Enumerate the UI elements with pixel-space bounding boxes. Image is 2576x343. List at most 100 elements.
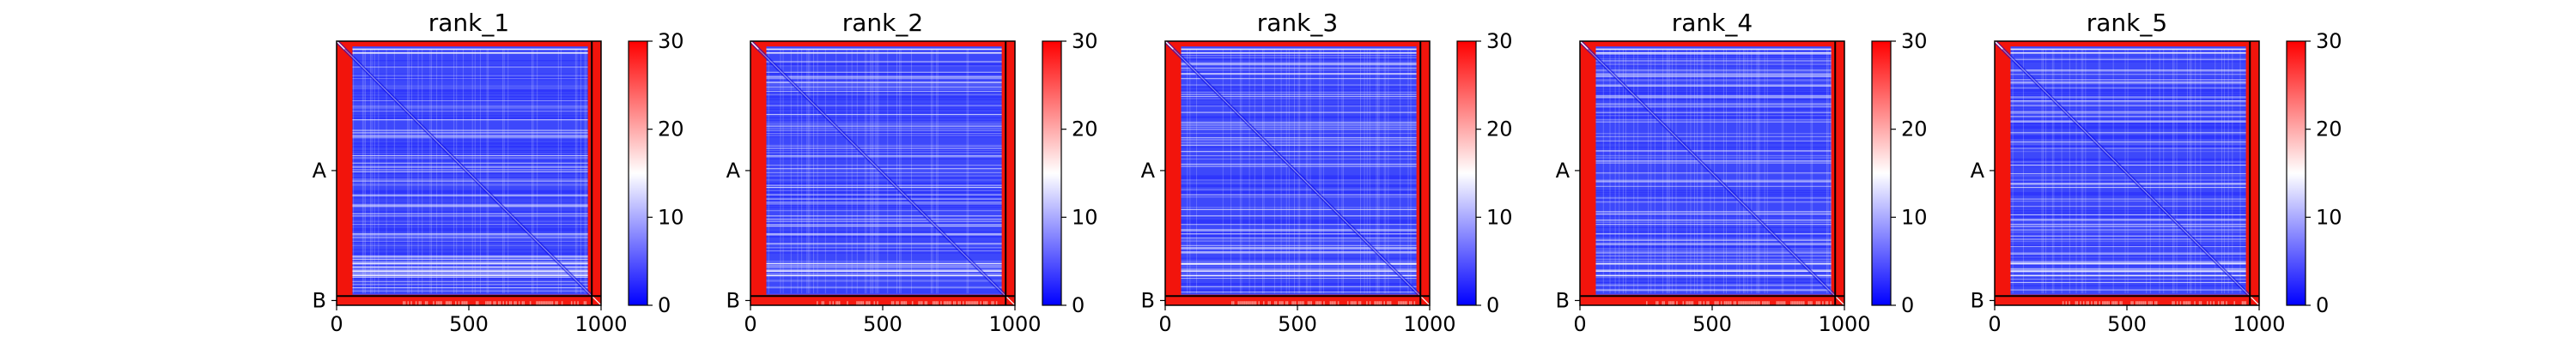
chain-b-speckle <box>1811 301 1813 305</box>
texture-col <box>1307 49 1309 294</box>
texture-row <box>766 207 1002 208</box>
chain-b-speckle <box>1408 301 1411 305</box>
texture-row <box>2010 99 2246 100</box>
chain-b-speckle <box>2138 301 2141 305</box>
chain-b-speckle <box>418 301 421 305</box>
texture-row <box>1595 252 1832 254</box>
texture-row <box>352 202 588 204</box>
texture-col <box>806 49 808 294</box>
texture-col <box>2012 49 2014 294</box>
texture-row <box>1595 226 1832 228</box>
texture-row <box>1595 64 1832 66</box>
texture-row <box>2010 135 2246 136</box>
chain-b-speckle <box>1279 301 1281 305</box>
colorbar-tick-label: 20 <box>658 117 684 141</box>
texture-row <box>1181 163 1417 165</box>
chain-b-speckle <box>2132 301 2134 305</box>
chain-b-speckle <box>1783 301 1786 305</box>
texture-row <box>1595 135 1832 137</box>
chain-b-speckle <box>1801 301 1803 305</box>
chain-b-speckle <box>1293 301 1295 305</box>
chain-b-speckle <box>1750 301 1753 305</box>
chain-b-speckle <box>905 301 908 305</box>
texture-row <box>766 63 1002 64</box>
chain-b-speckle <box>1723 301 1726 305</box>
chain-b-speckle <box>1746 301 1748 305</box>
texture-row <box>766 226 1002 227</box>
texture-col <box>488 49 489 294</box>
chain-b-speckle <box>1729 301 1732 305</box>
x-tick-label: 1000 <box>1818 312 1870 336</box>
texture-col <box>2227 49 2229 294</box>
chain-b-speckle <box>1790 301 1792 305</box>
texture-row <box>1181 66 1417 68</box>
texture-row <box>352 228 588 230</box>
chain-b-speckle <box>2093 301 2096 305</box>
texture-row <box>2010 128 2246 129</box>
texture-col <box>574 49 576 294</box>
texture-row <box>352 60 588 62</box>
chain-b-speckle <box>1333 301 1334 305</box>
texture-row <box>1595 201 1832 202</box>
texture-row <box>1595 111 1832 113</box>
texture-row <box>352 280 588 282</box>
chain-b-speckle <box>1323 301 1325 305</box>
texture-row <box>1181 178 1417 180</box>
chain-b-speckle <box>1656 301 1659 305</box>
chain-b-speckle <box>2245 301 2246 305</box>
chain-b-speckle <box>1303 301 1304 305</box>
texture-row <box>766 194 1002 196</box>
chain-b-speckle <box>1387 301 1388 305</box>
chain-b-speckle <box>1781 301 1783 305</box>
chain-b-diagonal <box>591 295 601 305</box>
chain-b-speckle <box>529 301 532 305</box>
chain-b-speckle <box>867 301 869 305</box>
texture-row <box>352 119 588 121</box>
chain-b-speckle <box>1355 301 1357 305</box>
texture-col <box>363 49 365 294</box>
chain-b-speckle <box>1673 301 1675 305</box>
chain-b-speckle <box>518 301 520 305</box>
chain-b-speckle <box>447 301 449 305</box>
texture-row <box>1595 211 1832 213</box>
texture-row <box>1181 233 1417 235</box>
texture-row <box>2010 145 2246 147</box>
texture-row <box>766 235 1002 237</box>
texture-row <box>352 236 588 238</box>
texture-row <box>766 133 1002 135</box>
chain-b-speckle <box>415 301 417 305</box>
texture-row <box>1181 78 1417 80</box>
chain-b-speckle <box>945 301 947 305</box>
texture-row <box>2010 238 2246 240</box>
texture-row <box>2010 159 2246 161</box>
texture-col <box>453 49 455 294</box>
chain-b-speckle <box>943 301 945 305</box>
texture-row <box>352 87 588 89</box>
colorbar-tick-label: 0 <box>1901 293 1914 317</box>
chain-b-speckle <box>1686 301 1687 305</box>
texture-row <box>2010 268 2246 269</box>
texture-row <box>766 106 1002 108</box>
chain-b-speckle <box>1795 301 1797 305</box>
texture-col <box>1378 49 1380 294</box>
texture-row <box>766 271 1002 273</box>
texture-col <box>560 49 562 294</box>
texture-col <box>2022 49 2024 294</box>
texture-row <box>766 199 1002 201</box>
chain-b-speckle <box>932 301 934 305</box>
texture-row <box>352 266 588 268</box>
x-tick-label: 0 <box>1573 312 1586 336</box>
chain-b-speckle <box>2062 301 2064 305</box>
texture-row <box>1181 74 1417 75</box>
chain-b-speckle <box>847 301 848 305</box>
texture-row <box>766 262 1002 265</box>
texture-row <box>766 131 1002 134</box>
texture-row <box>2010 105 2246 107</box>
texture-row <box>2010 252 2246 254</box>
texture-row <box>2010 90 2246 93</box>
texture-row <box>766 179 1002 181</box>
texture-col <box>503 49 505 294</box>
texture-row <box>2010 133 2246 135</box>
texture-row <box>352 157 588 159</box>
texture-col <box>2232 49 2233 294</box>
